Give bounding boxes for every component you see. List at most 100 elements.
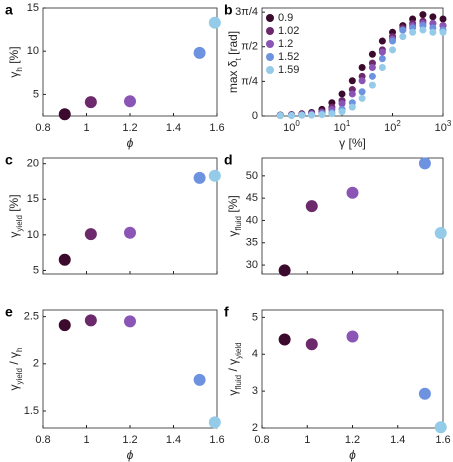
- y-tick-label: π/4: [241, 75, 258, 87]
- point: [358, 64, 366, 72]
- tick-base: 10: [283, 122, 295, 134]
- tick-exp: 3: [447, 119, 452, 128]
- axes-box: [261, 7, 444, 117]
- axes-box: [261, 309, 444, 429]
- x-tick-label: 1.2: [122, 434, 137, 446]
- point: [305, 200, 318, 213]
- point: [318, 111, 326, 119]
- point: [124, 95, 136, 108]
- label-part: γ: [7, 232, 21, 238]
- y-tick-label: 2: [252, 422, 258, 434]
- axes-box: [261, 157, 444, 275]
- label-part: max δ: [226, 60, 240, 93]
- point: [429, 13, 437, 21]
- point: [124, 226, 136, 239]
- x-axis-label: ϕ: [349, 448, 356, 462]
- point: [58, 253, 71, 266]
- subscript: yield: [15, 215, 24, 231]
- y-tick-label: 15: [27, 193, 39, 205]
- subscript: fluid: [234, 375, 243, 390]
- panel-letter: a: [5, 2, 13, 18]
- point: [439, 15, 447, 23]
- point: [338, 100, 346, 108]
- point: [348, 90, 356, 98]
- point: [124, 315, 136, 328]
- y-tick-label: 45: [246, 192, 258, 204]
- y-axis-label: γh [%]: [7, 46, 23, 77]
- x-tick-label: 0.8: [35, 122, 50, 134]
- point: [389, 46, 397, 54]
- panel-letter: d: [224, 152, 233, 168]
- point: [358, 88, 366, 96]
- point: [418, 387, 431, 400]
- subscript: fluid: [234, 216, 243, 231]
- legend-label: 1.02: [278, 25, 299, 37]
- label-part: [%]: [226, 195, 240, 216]
- x-tick-label: 0.8: [254, 434, 269, 446]
- y-tick-label: 2: [33, 358, 39, 370]
- point: [278, 333, 291, 346]
- x-tick-label: 100: [283, 119, 300, 134]
- x-tick-label: 1: [83, 434, 89, 446]
- label-part: ϕ: [127, 136, 134, 150]
- x-axis-label: ϕ: [127, 136, 134, 150]
- y-axis-label: max δt [rad]: [226, 31, 242, 93]
- point: [378, 48, 386, 56]
- point: [389, 37, 397, 45]
- point: [434, 421, 447, 434]
- point: [368, 72, 376, 80]
- point: [348, 77, 356, 85]
- tick-base: 10: [435, 122, 447, 134]
- x-tick-label: 0.8: [35, 434, 50, 446]
- x-tick-label: 103: [435, 119, 452, 134]
- point: [419, 26, 427, 34]
- y-tick-label: 5: [33, 88, 39, 100]
- y-axis-label: γyield / γh: [7, 348, 23, 391]
- point: [193, 46, 206, 59]
- point: [305, 338, 318, 351]
- panel-letter: f: [224, 304, 229, 320]
- subscript: t: [234, 57, 243, 60]
- point: [208, 16, 221, 29]
- y-tick-label: 3: [252, 385, 258, 397]
- point: [208, 416, 221, 429]
- point: [338, 90, 346, 98]
- x-tick-label: 1.2: [122, 122, 137, 134]
- y-tick-label: 30: [246, 259, 258, 271]
- legend-label: 1.2: [278, 38, 293, 50]
- x-tick-label: 1.6: [435, 434, 450, 446]
- y-axis-label: γyield [%]: [7, 194, 23, 237]
- point: [193, 373, 206, 386]
- subscript: yield: [234, 342, 243, 358]
- label-part: [%]: [7, 194, 21, 215]
- panel-letter: e: [5, 304, 13, 320]
- x-tick-label: 1.4: [390, 434, 405, 446]
- point: [58, 319, 71, 332]
- legend-marker: [266, 66, 274, 74]
- legend-marker: [266, 27, 274, 35]
- y-tick-label: 10: [27, 45, 39, 57]
- label-part: [rad]: [226, 31, 240, 58]
- point: [378, 37, 386, 45]
- y-tick-label: 50: [246, 170, 258, 182]
- x-tick-label: 1.2: [345, 434, 360, 446]
- y-tick-label: 35: [246, 237, 258, 249]
- y-tick-label: 15: [27, 2, 39, 14]
- x-tick-label: 102: [384, 119, 401, 134]
- point: [368, 64, 376, 72]
- legend-label: 1.52: [278, 51, 299, 63]
- point: [208, 169, 221, 182]
- point: [378, 55, 386, 63]
- point: [409, 28, 417, 36]
- legend-label: 1.59: [278, 64, 299, 76]
- label-part: ϕ: [349, 448, 356, 462]
- point: [346, 330, 359, 343]
- point: [84, 314, 97, 327]
- subscript: h: [15, 348, 24, 352]
- y-tick-label: 3π/4: [235, 6, 258, 18]
- label-part: γ: [7, 72, 21, 78]
- label-part: γ [%]: [339, 136, 366, 150]
- legend-marker: [266, 14, 274, 22]
- x-tick-label: 1.6: [209, 434, 224, 446]
